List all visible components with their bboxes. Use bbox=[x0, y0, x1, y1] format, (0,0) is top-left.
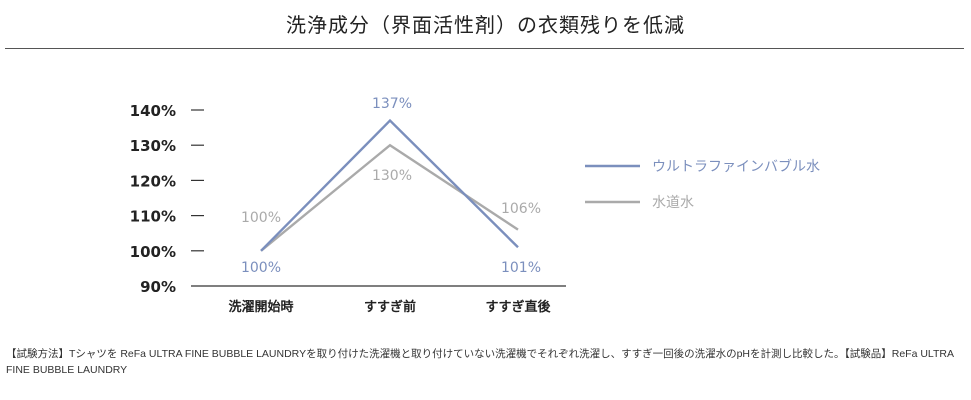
y-tick-label: 90% bbox=[140, 278, 176, 296]
y-tick-label: 120% bbox=[130, 172, 176, 190]
data-label: 101% bbox=[501, 260, 541, 276]
data-label: 137% bbox=[372, 96, 412, 112]
data-label: 130% bbox=[372, 168, 412, 184]
x-tick-label: すすぎ前 bbox=[364, 299, 416, 315]
x-tick-label: すすぎ直後 bbox=[485, 299, 551, 315]
line-chart: 140% 130% 120% 110% 100% 90% 洗濯開始時 すすぎ前 すすぎ直後 1… bbox=[130, 96, 820, 315]
y-tick-label: 110% bbox=[130, 208, 176, 226]
x-axis: 洗濯開始時 すすぎ前 すすぎ直後 bbox=[191, 285, 566, 315]
series-line-tap-water bbox=[260, 143, 519, 252]
y-tick-label: 140% bbox=[130, 102, 176, 120]
y-tick-label: 130% bbox=[130, 137, 176, 155]
legend-label: 水道水 bbox=[652, 195, 694, 211]
series-line-ultra-fine-bubble bbox=[260, 118, 519, 252]
title-divider bbox=[5, 48, 964, 49]
data-label: 100% bbox=[241, 260, 281, 276]
chart-title: 洗浄成分（界面活性剤）の衣類残りを低減 bbox=[286, 13, 685, 37]
x-tick-label: 洗濯開始時 bbox=[228, 299, 293, 315]
data-label: 106% bbox=[501, 201, 541, 217]
footnote: 【試験方法】Tシャツを ReFa ULTRA FINE BUBBLE LAUND… bbox=[6, 348, 954, 376]
data-label: 100% bbox=[241, 210, 281, 226]
y-tick-label: 100% bbox=[130, 243, 176, 261]
y-axis: 140% 130% 120% 110% 100% 90% bbox=[130, 102, 204, 296]
legend-label: ウルトラファインバブル水 bbox=[652, 158, 820, 175]
series-lines bbox=[260, 118, 519, 252]
data-labels: 100% 137% 101% 100% 130% 106% bbox=[241, 96, 541, 276]
